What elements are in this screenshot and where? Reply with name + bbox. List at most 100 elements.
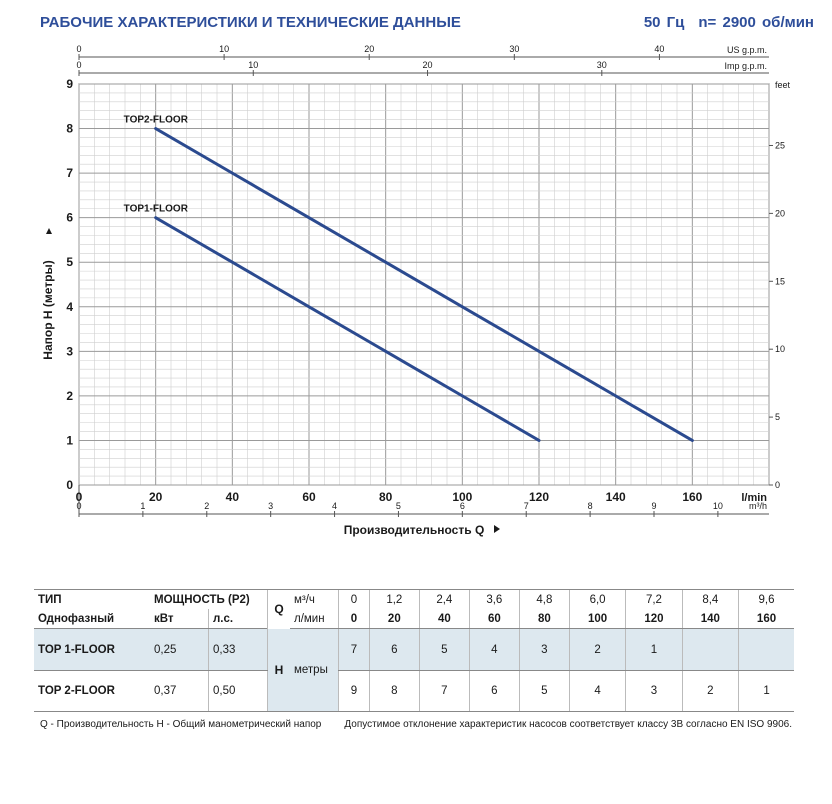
head-value bbox=[738, 628, 794, 671]
head-value: 6 bbox=[468, 670, 520, 712]
x-unit-label: l/min bbox=[741, 492, 767, 504]
q-m3h-6: 7,2 bbox=[625, 589, 683, 609]
x-axis-arrow-icon bbox=[494, 525, 500, 533]
feet-unit-label: feet bbox=[775, 80, 791, 90]
feet-tick-label: 20 bbox=[775, 208, 785, 218]
series-label: TOP1-FLOOR bbox=[124, 204, 189, 215]
chart-series: TOP1-FLOOR TOP2-FLOOR bbox=[124, 115, 694, 442]
feet-tick-label: 0 bbox=[775, 480, 780, 490]
head-value: 5 bbox=[418, 628, 470, 671]
q-m3h-0: 0 bbox=[338, 589, 370, 609]
imp-gpm-unit-label: Imp g.p.m. bbox=[724, 61, 767, 71]
x-tick-label: 0 bbox=[76, 490, 83, 504]
x-tick-label: 140 bbox=[606, 490, 626, 504]
q-lmin-4: 80 bbox=[518, 609, 570, 629]
table-header-row: ТИП МОЩНОСТЬ (P2) Q м³/ч 0 1,2 2,4 3,6 4… bbox=[34, 589, 794, 629]
q-m3h-8: 9,6 bbox=[738, 589, 794, 609]
x-axis-title: Производительность Q bbox=[344, 523, 485, 537]
model-name: TOP 1-FLOOR bbox=[34, 628, 150, 671]
imp-gpm-tick-label: 30 bbox=[597, 60, 607, 70]
y-tick-label: 2 bbox=[66, 389, 73, 403]
us-gpm-tick-label: 20 bbox=[364, 44, 374, 54]
series-line bbox=[154, 216, 541, 442]
m3h-tick-label: 1 bbox=[140, 501, 145, 511]
feet-tick-label: 25 bbox=[775, 140, 785, 150]
col-kw: кВт bbox=[150, 609, 209, 629]
y-tick-label: 5 bbox=[66, 255, 73, 269]
frequency-label: 50 Гц bbox=[643, 14, 685, 31]
q-lmin-8: 160 bbox=[738, 609, 794, 629]
q-lmin-7: 140 bbox=[681, 609, 739, 629]
head-value: 3 bbox=[518, 628, 570, 671]
q-lmin-2: 40 bbox=[418, 609, 470, 629]
series-line bbox=[154, 127, 694, 442]
x-tick-label: 40 bbox=[226, 490, 240, 504]
feet-tick-label: 10 bbox=[775, 344, 785, 354]
imp-gpm-tick-label: 20 bbox=[423, 60, 433, 70]
us-gpm-tick-label: 0 bbox=[76, 44, 81, 54]
power-kw: 0,25 bbox=[150, 628, 209, 671]
spec-line: 50 Гц n= 2900 об/мин bbox=[644, 14, 814, 31]
x-tick-label: 100 bbox=[452, 490, 472, 504]
q-lmin-0: 0 bbox=[338, 609, 370, 629]
head-value: 7 bbox=[338, 628, 370, 671]
x-tick-label: 20 bbox=[149, 490, 163, 504]
series-label: TOP2-FLOOR bbox=[124, 115, 189, 126]
m3h-tick-label: 10 bbox=[713, 501, 723, 511]
y-axis-arrow-icon bbox=[46, 228, 52, 234]
m3h-tick-label: 7 bbox=[524, 501, 529, 511]
q-lmin-3: 60 bbox=[468, 609, 520, 629]
footer-legend: Q - Производительность H - Общий маномет… bbox=[40, 719, 322, 730]
head-value: 1 bbox=[738, 670, 794, 712]
feet-tick-label: 5 bbox=[775, 412, 780, 422]
head-value: 4 bbox=[468, 628, 520, 671]
table-subheader-row: Однофазный кВт л.с. л/мин 0 20 40 60 80 … bbox=[34, 609, 794, 629]
q-m3h-4: 4,8 bbox=[518, 589, 570, 609]
y-axis-title: Напор H (метры) bbox=[41, 260, 55, 359]
speed-label: n= 2900 об/мин bbox=[698, 14, 814, 31]
us-gpm-unit-label: US g.p.m. bbox=[727, 45, 767, 55]
footer-note: Допустимое отклонение характеристик насо… bbox=[344, 719, 792, 730]
power-kw: 0,37 bbox=[150, 670, 209, 712]
m3h-tick-label: 5 bbox=[396, 501, 401, 511]
head-value: 8 bbox=[368, 670, 420, 712]
head-value bbox=[681, 628, 739, 671]
table-row: TOP 1-FLOOR 0,25 0,33 H метры 7 6 5 4 3 … bbox=[34, 628, 794, 712]
y-tick-label: 8 bbox=[66, 122, 73, 136]
q-lmin-5: 100 bbox=[568, 609, 626, 629]
head-value: 7 bbox=[418, 670, 470, 712]
imp-gpm-tick-label: 0 bbox=[76, 60, 81, 70]
q-m3h-2: 2,4 bbox=[418, 589, 470, 609]
page-title: РАБОЧИЕ ХАРАКТЕРИСТИКИ И ТЕХНИЧЕСКИЕ ДАН… bbox=[40, 14, 461, 31]
y-tick-label: 1 bbox=[66, 433, 73, 447]
m3h-tick-label: 9 bbox=[651, 501, 656, 511]
us-gpm-tick-label: 40 bbox=[654, 44, 664, 54]
y-tick-label: 9 bbox=[66, 77, 73, 91]
q-m3h-5: 6,0 bbox=[568, 589, 626, 609]
head-value: 2 bbox=[568, 628, 626, 671]
q-m3h-1: 1,2 bbox=[368, 589, 420, 609]
y-tick-label: 0 bbox=[66, 478, 73, 492]
x-tick-label: 160 bbox=[682, 490, 702, 504]
m3h-tick-label: 0 bbox=[76, 501, 81, 511]
power-hp: 0,33 bbox=[208, 628, 268, 671]
m3h-tick-label: 2 bbox=[204, 501, 209, 511]
q-lmin-6: 120 bbox=[625, 609, 683, 629]
head-value: 9 bbox=[338, 670, 370, 712]
imp-gpm-tick-label: 10 bbox=[248, 60, 258, 70]
y-tick-label: 7 bbox=[66, 166, 73, 180]
us-gpm-tick-label: 10 bbox=[219, 44, 229, 54]
q-lmin-1: 20 bbox=[368, 609, 420, 629]
q-label: Q bbox=[267, 589, 290, 629]
q-unit-m3h: м³/ч bbox=[290, 589, 339, 609]
y-tick-label: 6 bbox=[66, 211, 73, 225]
table-row: TOP 2-FLOOR 0,37 0,50 9 8 7 6 5 4 3 2 1 bbox=[34, 670, 794, 712]
m3h-unit-label: m³/h bbox=[749, 501, 767, 511]
q-m3h-3: 3,6 bbox=[468, 589, 520, 609]
col-power: МОЩНОСТЬ (P2) bbox=[150, 589, 268, 609]
feet-tick-label: 15 bbox=[775, 276, 785, 286]
head-value: 1 bbox=[625, 628, 683, 671]
head-value: 4 bbox=[568, 670, 626, 712]
head-value: 5 bbox=[518, 670, 570, 712]
